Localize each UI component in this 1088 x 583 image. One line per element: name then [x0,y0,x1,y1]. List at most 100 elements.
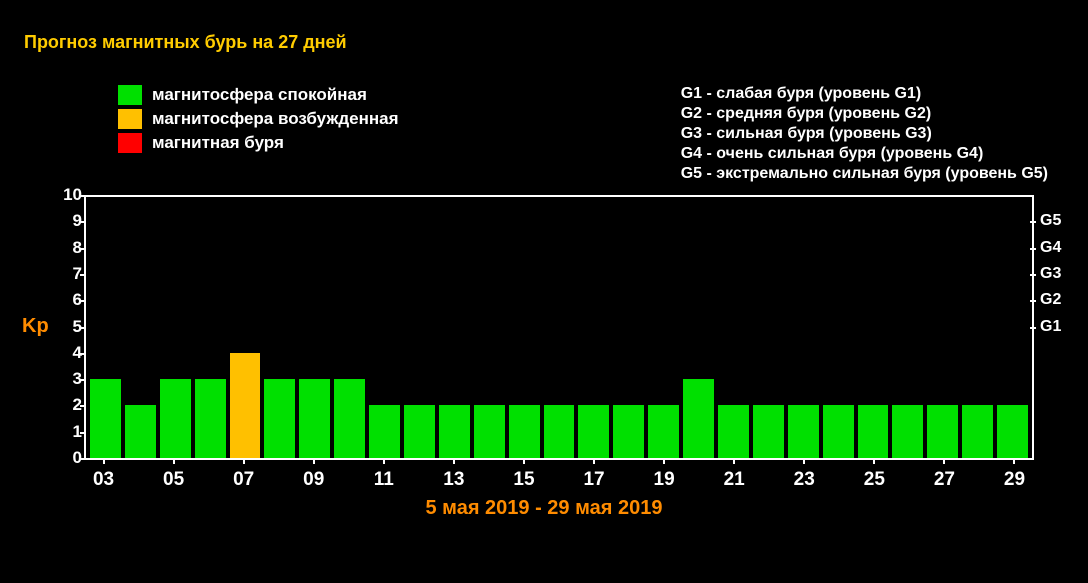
bar-day-22 [753,405,784,458]
bar-day-18 [613,405,644,458]
storm-level-g4: G4 - очень сильная буря (уровень G4) [681,144,1048,164]
bar-fill [299,379,330,458]
bar-fill [334,379,365,458]
x-tick-mark [733,458,735,464]
storm-level-g5: G5 - экстремально сильная буря (уровень … [681,164,1048,184]
bar-day-27 [927,405,958,458]
bar-day-21 [718,405,749,458]
date-range-label: 5 мая 2019 - 29 мая 2019 [22,497,1066,520]
bar-fill [823,405,854,458]
y-axis-ticks: 012345678910 [54,185,82,465]
bar-day-6 [195,379,226,458]
right-tick-label: G1 [1040,318,1061,336]
bar-fill [927,405,958,458]
bar-day-9 [299,379,330,458]
bar-day-3 [90,379,121,458]
legend-label-calm: магнитосфера спокойная [152,84,367,106]
legend-label-excited: магнитосфера возбужденная [152,108,399,130]
bar-day-15 [509,405,540,458]
right-tick-label: G4 [1040,239,1061,257]
legend-item-excited: магнитосфера возбужденная [118,108,399,130]
x-tick-mark [1013,458,1015,464]
storm-level-g2: G2 - средняя буря (уровень G2) [681,104,1048,124]
x-tick-mark [243,458,245,464]
bar-fill [195,379,226,458]
bar-fill [230,353,261,458]
legend-label-storm: магнитная буря [152,132,284,154]
legend-item-storm: магнитная буря [118,132,399,154]
bar-fill [160,379,191,458]
x-tick-label: 11 [374,469,394,491]
x-tick-mark [173,458,175,464]
chart-title: Прогноз магнитных бурь на 27 дней [24,32,347,53]
bar-fill [858,405,889,458]
bar-day-23 [788,405,819,458]
x-tick-mark [663,458,665,464]
legend-item-calm: магнитосфера спокойная [118,84,399,106]
storm-level-g3: G3 - сильная буря (уровень G3) [681,124,1048,144]
bar-day-24 [823,405,854,458]
x-tick-label: 23 [794,469,815,491]
x-tick-label: 19 [654,469,675,491]
bar-day-28 [962,405,993,458]
bar-fill [683,379,714,458]
storm-level-g1: G1 - слабая буря (уровень G1) [681,84,1048,104]
right-tick-label: G3 [1040,265,1061,283]
legend-area: магнитосфера спокойная магнитосфера возб… [118,84,1048,184]
legend-swatch-storm [118,133,142,153]
bar-fill [509,405,540,458]
bar-day-4 [125,405,156,458]
bar-fill [90,379,121,458]
bar-day-8 [264,379,295,458]
right-tick-label: G2 [1040,291,1061,309]
bar-fill [997,405,1028,458]
x-tick-label: 27 [934,469,955,491]
bar-day-17 [578,405,609,458]
right-tick-mark [1030,274,1036,276]
x-tick-label: 29 [1004,469,1025,491]
x-tick-mark [593,458,595,464]
bar-day-13 [439,405,470,458]
y-axis-label: Kp [22,315,49,338]
x-tick-mark [943,458,945,464]
bar-fill [404,405,435,458]
x-axis-ticks: 0305070911131517192123252729 [84,465,1034,495]
chart-wrap: Kp 012345678910 G1G2G3G4G5 0305070911131… [22,195,1066,525]
bar-fill [369,405,400,458]
right-tick-mark [1030,300,1036,302]
bar-fill [892,405,923,458]
bar-fill [264,379,295,458]
x-tick-label: 03 [93,469,114,491]
page-root: Прогноз магнитных бурь на 27 дней магнит… [0,0,1088,583]
right-tick-label: G5 [1040,212,1061,230]
bar-day-19 [648,405,679,458]
bar-day-26 [892,405,923,458]
legend-swatch-calm [118,85,142,105]
x-tick-mark [103,458,105,464]
x-tick-label: 05 [163,469,184,491]
x-tick-mark [523,458,525,464]
x-tick-mark [313,458,315,464]
bar-day-29 [997,405,1028,458]
x-tick-label: 07 [233,469,254,491]
bar-fill [578,405,609,458]
bar-day-7 [230,353,261,458]
bar-day-10 [334,379,365,458]
right-axis-ticks: G1 G2 G3 G4 G5 [1040,195,1080,460]
bar-fill [648,405,679,458]
bar-fill [544,405,575,458]
bar-day-16 [544,405,575,458]
bar-day-12 [404,405,435,458]
bar-day-25 [858,405,889,458]
legend-storm-levels: G1 - слабая буря (уровень G1) G2 - средн… [681,84,1048,184]
bar-fill [718,405,749,458]
x-tick-label: 25 [864,469,885,491]
x-tick-label: 17 [583,469,604,491]
bar-day-5 [160,379,191,458]
right-tick-mark [1030,327,1036,329]
x-tick-mark [383,458,385,464]
legend-series: магнитосфера спокойная магнитосфера возб… [118,84,399,184]
bar-fill [753,405,784,458]
x-tick-label: 15 [513,469,534,491]
bar-fill [125,405,156,458]
